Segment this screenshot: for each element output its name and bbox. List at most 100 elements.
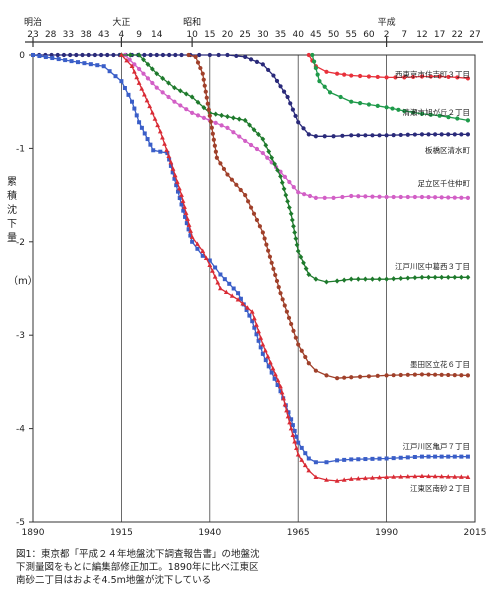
data-point <box>271 73 276 78</box>
data-point <box>384 456 389 461</box>
data-point <box>419 111 425 116</box>
series-group <box>119 52 471 285</box>
data-point <box>398 372 403 378</box>
data-point <box>186 52 191 58</box>
era-tick-label: 38 <box>80 30 92 40</box>
era-name: 平成 <box>378 16 396 28</box>
era-tick-label: 23 <box>27 30 38 40</box>
data-point <box>198 65 203 71</box>
data-point <box>377 474 382 480</box>
data-point <box>74 52 79 58</box>
data-point <box>293 335 298 340</box>
data-point <box>398 275 404 282</box>
data-point <box>243 54 248 59</box>
data-point <box>195 113 201 118</box>
data-point <box>174 183 179 188</box>
era-tick-label: 12 <box>416 30 427 40</box>
data-point <box>357 374 363 379</box>
data-point <box>439 132 444 137</box>
data-point <box>465 274 471 280</box>
data-point <box>402 108 407 114</box>
data-point <box>342 375 347 380</box>
data-point <box>278 291 283 296</box>
data-point <box>170 170 175 175</box>
data-point <box>250 319 255 324</box>
data-point <box>260 230 265 235</box>
era-tick-label: 43 <box>98 30 109 40</box>
data-point <box>154 52 159 58</box>
data-point <box>391 133 396 138</box>
era-name: 大正 <box>112 16 130 28</box>
data-point <box>248 57 254 62</box>
data-point <box>426 454 431 459</box>
data-point <box>207 258 212 263</box>
data-point <box>301 192 307 197</box>
figure-caption: 図1：東京都「平成２４年地盤沈下調査報告書」の地盤沈 下測量図をもとに編集部修正… <box>16 548 316 587</box>
data-point <box>446 195 451 200</box>
data-point <box>190 110 195 116</box>
data-point <box>172 176 177 181</box>
data-point <box>459 454 464 459</box>
data-point <box>439 274 445 280</box>
data-point <box>88 62 93 67</box>
data-point <box>295 452 301 457</box>
data-point <box>405 372 410 377</box>
data-point <box>188 233 193 238</box>
data-point <box>92 52 97 58</box>
data-point <box>168 163 173 168</box>
data-point <box>119 52 124 57</box>
y-axis-unit: （m） <box>8 275 38 287</box>
data-point <box>260 62 265 67</box>
data-point <box>50 56 55 61</box>
data-point <box>445 474 451 479</box>
y-tick-label: -5 <box>16 518 25 528</box>
grid <box>121 55 388 522</box>
data-point <box>209 125 214 130</box>
data-point <box>243 193 248 198</box>
data-point <box>285 94 290 100</box>
data-point <box>210 131 215 136</box>
data-point <box>324 69 329 74</box>
series-label: 西東京市住吉町３丁目 <box>395 69 470 79</box>
data-point <box>215 280 221 285</box>
data-point <box>124 58 130 63</box>
data-point <box>227 281 232 286</box>
data-point <box>384 75 389 80</box>
data-point <box>370 133 375 138</box>
data-point <box>419 74 425 79</box>
data-point <box>278 84 283 89</box>
era-tick-label: 60 <box>363 30 375 40</box>
data-point <box>249 309 255 314</box>
data-point <box>262 347 268 353</box>
data-point <box>270 365 276 371</box>
data-point <box>225 52 230 58</box>
data-point <box>322 84 327 89</box>
data-point <box>452 195 457 200</box>
data-point <box>200 71 205 76</box>
data-point <box>446 115 451 120</box>
data-point <box>211 137 216 142</box>
data-point <box>256 328 261 334</box>
era-tick-label: 15 <box>204 30 215 40</box>
series-labels: 西東京市住吉町３丁目清瀬市旭が丘２丁目板橋区清水町足立区千住仲町江戸川区中葛西３… <box>395 69 470 493</box>
data-point <box>145 137 150 142</box>
data-point <box>269 155 275 161</box>
data-point <box>176 185 182 191</box>
data-point <box>56 57 61 62</box>
data-point <box>327 90 333 95</box>
data-point <box>179 52 184 58</box>
data-point <box>260 341 266 347</box>
data-point <box>370 194 375 199</box>
y-axis-label-char: 沈 <box>7 203 17 216</box>
data-point <box>307 193 313 199</box>
data-point <box>377 276 382 282</box>
era-name: 昭和 <box>183 17 201 28</box>
data-point <box>458 474 464 479</box>
data-point <box>251 315 257 321</box>
data-point <box>152 116 158 121</box>
data-point <box>212 143 217 148</box>
data-point <box>279 180 285 186</box>
data-point <box>289 217 295 223</box>
data-point <box>299 445 304 450</box>
data-point <box>254 217 260 223</box>
